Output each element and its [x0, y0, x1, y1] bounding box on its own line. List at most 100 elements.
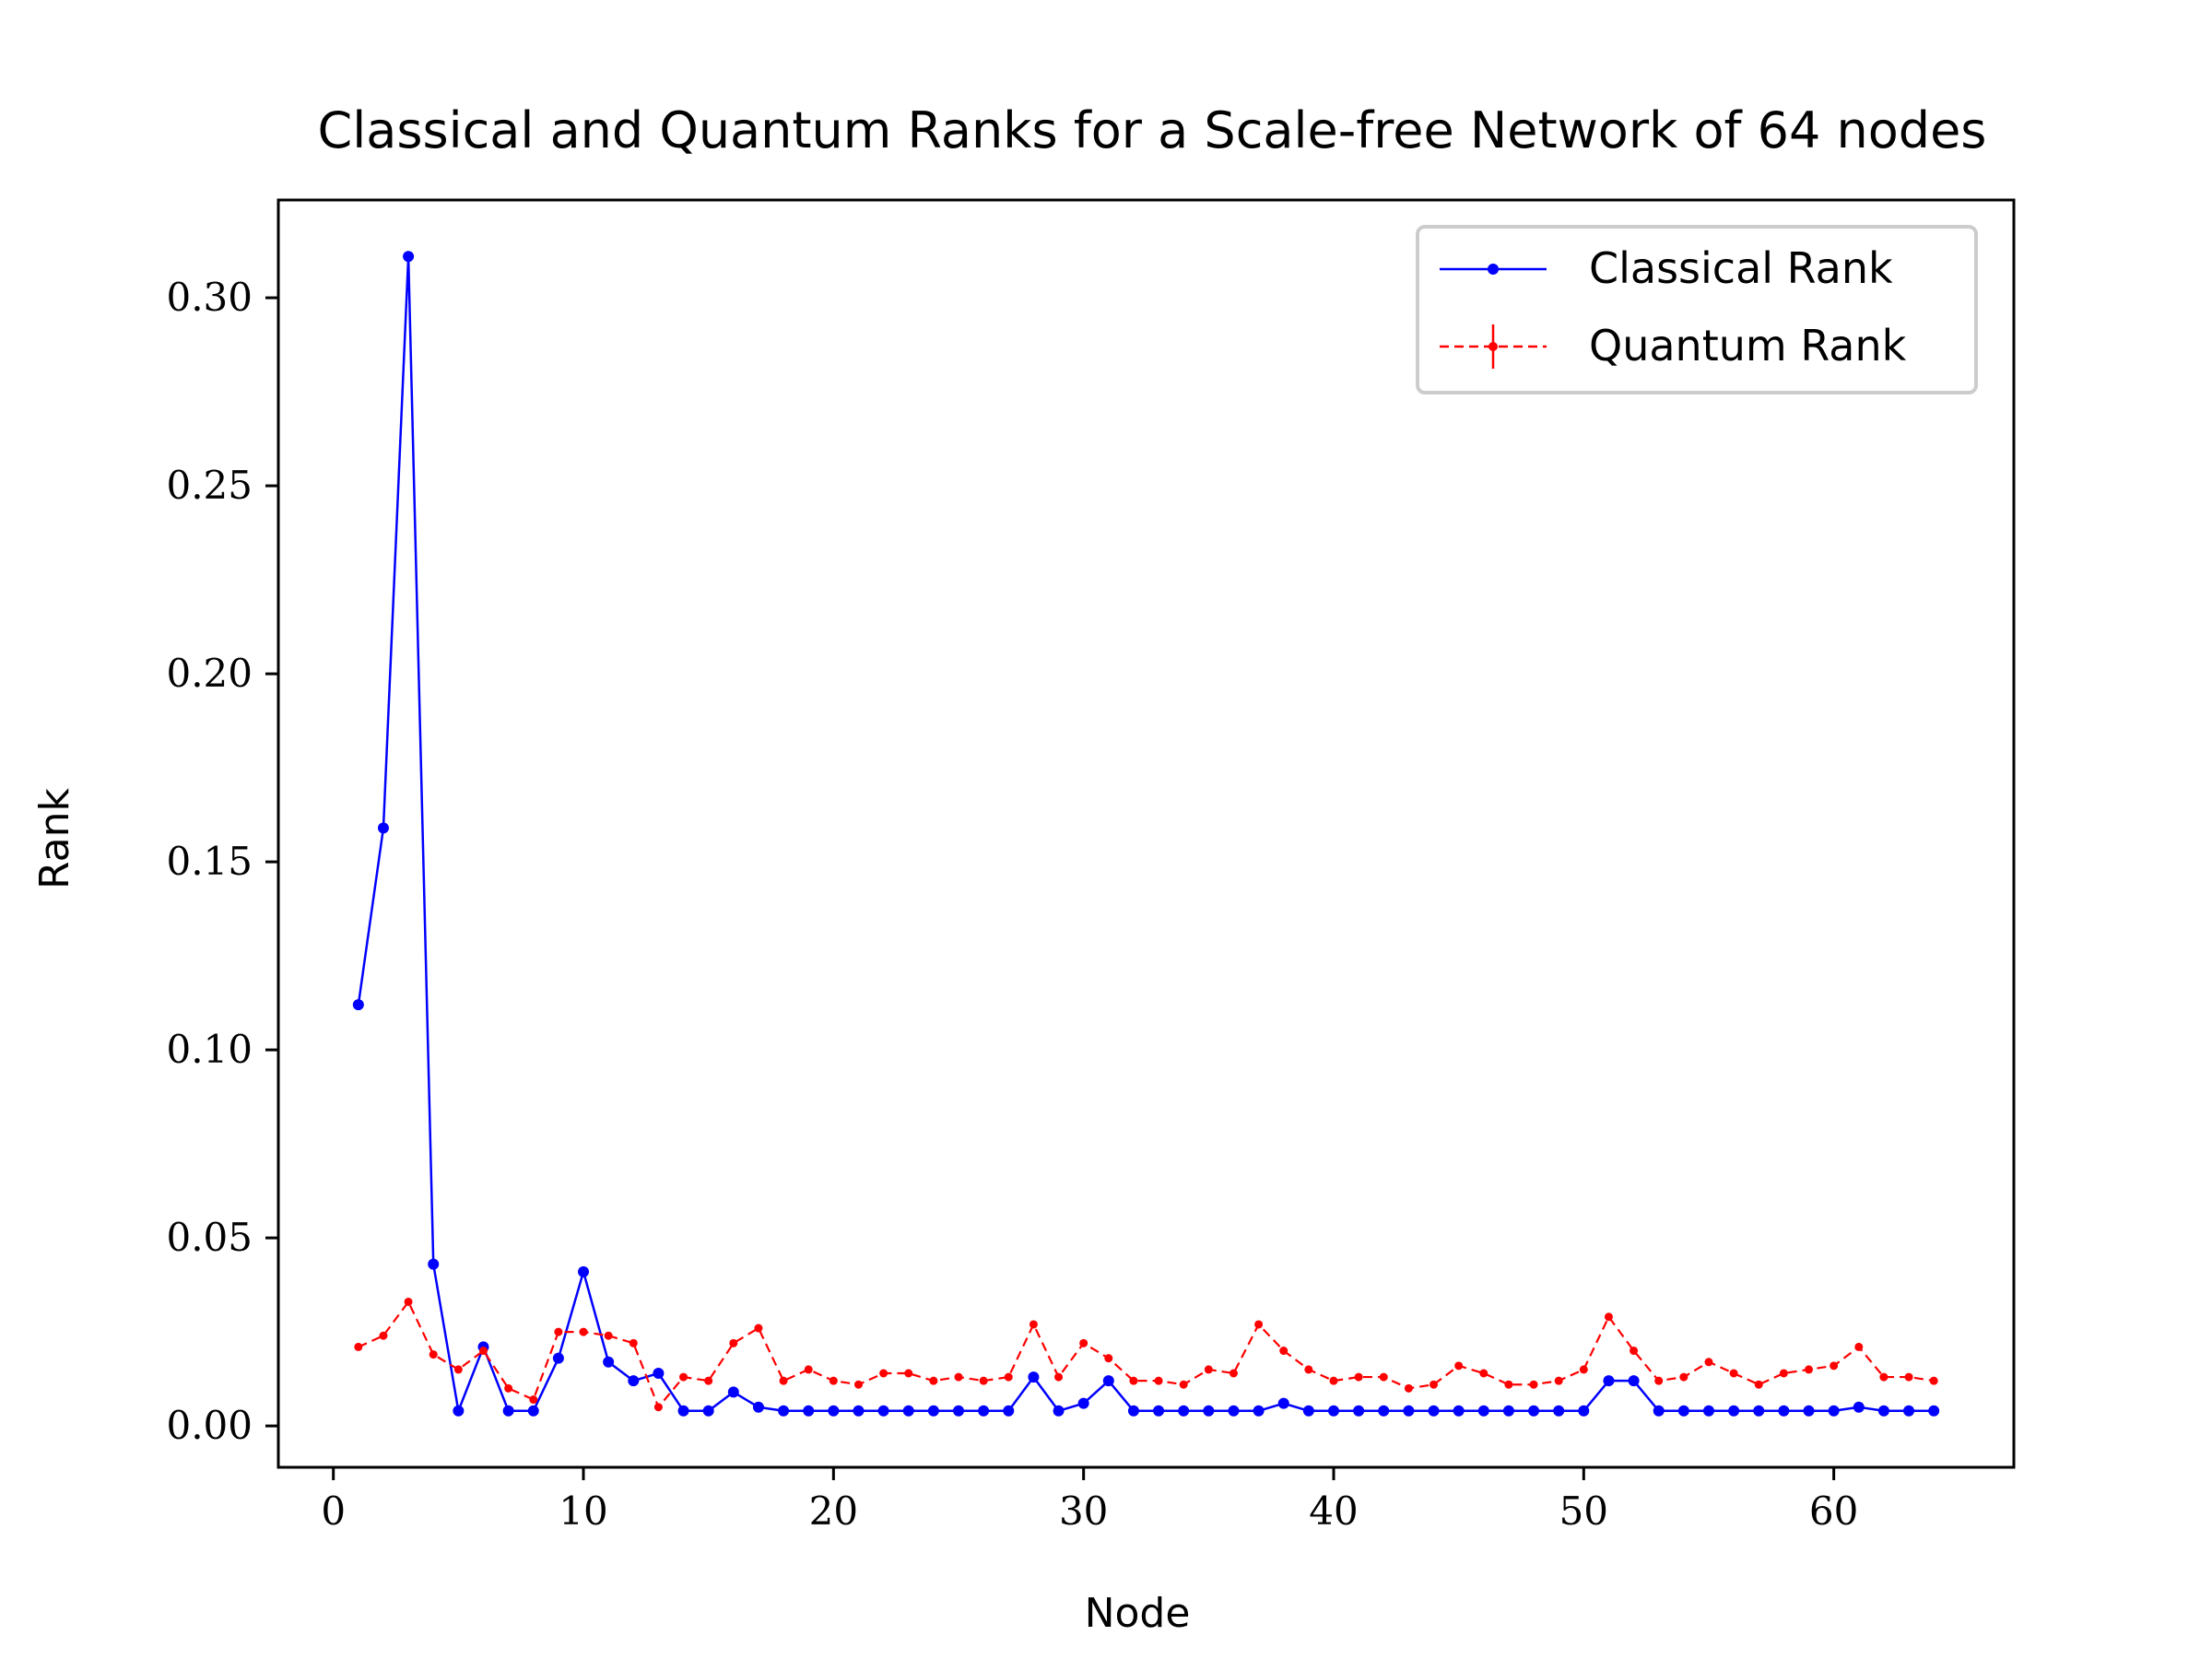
- quantum-rank-point: [1079, 1338, 1088, 1347]
- classical-rank-point: [1327, 1405, 1339, 1417]
- quantum-rank-point: [1104, 1354, 1113, 1363]
- classical-rank-point: [1502, 1405, 1514, 1417]
- x-tick-label: 10: [559, 1488, 607, 1534]
- classical-rank-point: [377, 822, 389, 834]
- y-tick-label: 0.10: [166, 1027, 253, 1072]
- classical-rank-point: [978, 1405, 990, 1417]
- axes-frame: [276, 198, 2016, 1469]
- quantum-rank-point: [1404, 1383, 1413, 1393]
- classical-rank-point: [752, 1401, 764, 1413]
- legend: Classical Rank Quantum Rank: [1416, 225, 1978, 394]
- quantum-rank-point: [529, 1395, 538, 1405]
- quantum-rank-point: [979, 1376, 988, 1385]
- quantum-rank-point: [904, 1369, 913, 1378]
- quantum-rank-point: [954, 1372, 963, 1382]
- quantum-rank-point: [1054, 1372, 1064, 1382]
- classical-rank-point: [1753, 1405, 1765, 1417]
- quantum-rank-point: [804, 1365, 813, 1374]
- classical-rank-point: [727, 1386, 739, 1398]
- classical-rank-point: [1353, 1405, 1365, 1417]
- classical-rank-point: [1178, 1405, 1190, 1417]
- classical-rank-point: [953, 1405, 965, 1417]
- classical-rank-point: [352, 999, 364, 1011]
- quantum-rank-point: [1454, 1361, 1464, 1371]
- classical-rank-point: [1677, 1405, 1689, 1417]
- classical-rank-point: [403, 251, 415, 263]
- classical-rank-point: [1102, 1375, 1114, 1387]
- classical-rank-point: [702, 1405, 714, 1417]
- quantum-rank-point: [1704, 1358, 1713, 1367]
- x-tick-label: 60: [1809, 1488, 1858, 1534]
- quantum-rank-point: [879, 1369, 888, 1378]
- quantum-rank-point: [1354, 1372, 1363, 1382]
- classical-rank-point: [1778, 1405, 1790, 1417]
- quantum-rank-point: [404, 1297, 413, 1306]
- classical-rank-point: [1553, 1405, 1565, 1417]
- classical-rank-point: [1453, 1405, 1465, 1417]
- classical-rank-point: [778, 1405, 790, 1417]
- classical-rank-line: [357, 254, 1935, 1413]
- y-tick-label: 0.05: [166, 1215, 253, 1260]
- axis-ticks: 0 10 20 30 40 50 60 0.00 0.05 0.10 0.15 0.20 0.25 0.3…: [166, 275, 1858, 1534]
- quantum-rank-point: [704, 1376, 713, 1385]
- classical-rank-point: [677, 1405, 689, 1417]
- classical-rank-point: [1877, 1405, 1889, 1417]
- quantum-rank-point: [1204, 1365, 1213, 1374]
- classical-rank-point: [1302, 1405, 1314, 1417]
- y-tick-label: 0.15: [166, 839, 253, 884]
- classical-rank-point: [1578, 1405, 1590, 1417]
- classical-rank-point: [1428, 1405, 1440, 1417]
- quantum-rank-point: [1830, 1361, 1839, 1371]
- quantum-rank-point: [1304, 1365, 1313, 1374]
- chart-title: Classical and Quantum Ranks for a Scale-…: [318, 101, 1987, 159]
- classical-rank-point: [1028, 1371, 1040, 1383]
- classical-rank-point: [1253, 1405, 1265, 1417]
- quantum-rank-point: [1630, 1347, 1639, 1356]
- classical-rank-point: [1528, 1405, 1540, 1417]
- classical-rank-point: [877, 1405, 889, 1417]
- quantum-rank-point: [779, 1376, 788, 1385]
- x-axis-label: Node: [1085, 1590, 1191, 1637]
- quantum-rank-point: [729, 1338, 738, 1347]
- classical-rank-point: [1903, 1405, 1915, 1417]
- classical-rank-point: [927, 1405, 939, 1417]
- classical-rank-point: [552, 1352, 564, 1364]
- quantum-rank-point: [478, 1347, 488, 1356]
- quantum-rank-point: [1430, 1380, 1439, 1389]
- x-tick-label: 20: [809, 1488, 858, 1534]
- quantum-rank-point: [754, 1324, 763, 1333]
- classical-rank-point: [1153, 1405, 1165, 1417]
- quantum-rank-point: [504, 1383, 513, 1393]
- quantum-rank-point: [1604, 1312, 1613, 1322]
- quantum-rank-point: [1854, 1342, 1864, 1351]
- y-tick-label: 0.00: [166, 1403, 253, 1448]
- classical-rank-point: [1828, 1405, 1840, 1417]
- quantum-rank-point: [554, 1327, 563, 1336]
- classical-rank-point: [803, 1405, 815, 1417]
- quantum-rank-point: [1504, 1380, 1513, 1389]
- quantum-rank-point: [829, 1376, 838, 1385]
- quantum-rank-point: [679, 1372, 688, 1382]
- y-tick-label: 0.20: [166, 651, 253, 696]
- quantum-rank-point: [1904, 1372, 1913, 1382]
- x-tick-label: 50: [1559, 1488, 1608, 1534]
- x-tick-label: 0: [321, 1488, 346, 1534]
- y-axis-label: Rank: [31, 788, 78, 889]
- quantum-rank-point: [1279, 1347, 1288, 1356]
- classical-rank-point: [1702, 1405, 1714, 1417]
- classical-rank-point: [1003, 1405, 1015, 1417]
- x-tick-label: 40: [1309, 1488, 1358, 1534]
- classical-rank-point: [1728, 1405, 1740, 1417]
- classical-rank-point: [1053, 1405, 1065, 1417]
- quantum-rank-point: [379, 1331, 388, 1340]
- classical-rank-point: [1653, 1405, 1665, 1417]
- quantum-rank-point: [1254, 1320, 1264, 1329]
- classical-rank-point: [1477, 1405, 1489, 1417]
- quantum-rank-point: [1729, 1369, 1738, 1378]
- classical-rank-point: [628, 1375, 640, 1387]
- quantum-rank-point: [354, 1342, 363, 1351]
- classical-rank-point: [527, 1405, 539, 1417]
- legend-classical-label: Classical Rank: [1589, 243, 1893, 293]
- classical-rank-point: [653, 1367, 665, 1379]
- quantum-rank-point: [1529, 1380, 1538, 1389]
